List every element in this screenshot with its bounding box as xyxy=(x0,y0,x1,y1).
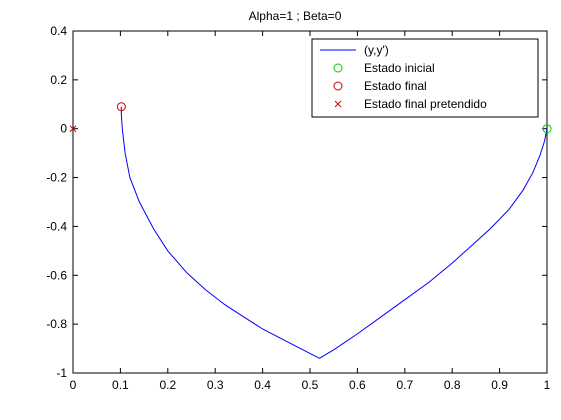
plot-area xyxy=(69,102,552,359)
axes: 0 0.1 0.2 0.3 0.4 0.5 0.6 0.7 0.8 0.9 1 0.4 0.2 0 -0.2… xyxy=(46,24,550,392)
y-tick-label: 0 xyxy=(60,122,67,136)
x-tick-label: 0.9 xyxy=(491,378,508,392)
x-tick-label: 0.6 xyxy=(349,378,366,392)
trajectory-line xyxy=(120,106,548,359)
legend-sample-marker xyxy=(334,100,342,108)
legend: (y,y') Estado inicial Estado final Estado f… xyxy=(311,38,539,118)
legend-box xyxy=(311,38,539,118)
legend-entry: Estado final pretendido xyxy=(334,97,487,111)
y-tick-label: -0.8 xyxy=(46,317,67,331)
x-tick-label: 0.2 xyxy=(159,378,176,392)
y-tick-label: 0.2 xyxy=(50,73,67,87)
x-tick-label: 0.3 xyxy=(207,378,224,392)
legend-label: Estado final xyxy=(364,79,427,93)
y-tick-label: -0.6 xyxy=(46,268,67,282)
legend-sample-marker xyxy=(333,81,343,91)
x-tick-label: 0.5 xyxy=(302,378,319,392)
x-tick-label: 0.4 xyxy=(254,378,271,392)
final-state-marker xyxy=(116,102,126,112)
x-tick-label: 0.7 xyxy=(396,378,413,392)
x-tick-label: 0.8 xyxy=(444,378,461,392)
legend-label: Estado final pretendido xyxy=(364,97,487,111)
legend-entry: Estado inicial xyxy=(333,61,435,75)
legend-label: (y,y') xyxy=(364,43,389,57)
initial-state-marker xyxy=(542,124,552,134)
y-tick-label: -0.4 xyxy=(46,219,67,233)
legend-entry: (y,y') xyxy=(320,43,389,57)
y-tick-label: -0.2 xyxy=(46,171,67,185)
legend-sample-marker xyxy=(333,63,343,73)
x-tick-label: 0.1 xyxy=(112,378,129,392)
x-tick-label: 1 xyxy=(544,378,551,392)
y-tick-label: -1 xyxy=(56,366,67,380)
legend-label: Estado inicial xyxy=(364,61,435,75)
legend-entry: Estado final xyxy=(333,79,427,93)
target-final-state-marker xyxy=(69,125,77,133)
y-tick-label: 0.4 xyxy=(50,24,67,38)
chart-title: Alpha=1 ; Beta=0 xyxy=(249,9,342,23)
x-tick-label: 0 xyxy=(70,378,77,392)
